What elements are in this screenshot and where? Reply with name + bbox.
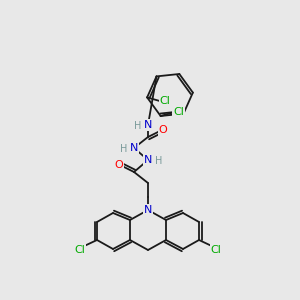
Text: Cl: Cl	[160, 96, 171, 106]
Text: N: N	[144, 205, 152, 215]
Text: N: N	[144, 155, 152, 165]
Text: N: N	[130, 143, 138, 153]
Text: Cl: Cl	[75, 245, 86, 255]
Text: H: H	[134, 121, 141, 131]
Text: H: H	[120, 144, 127, 154]
Text: N: N	[144, 120, 152, 130]
Text: O: O	[159, 125, 167, 135]
Text: Cl: Cl	[211, 245, 221, 255]
Text: O: O	[115, 160, 123, 170]
Text: H: H	[155, 156, 162, 166]
Text: Cl: Cl	[173, 107, 184, 117]
